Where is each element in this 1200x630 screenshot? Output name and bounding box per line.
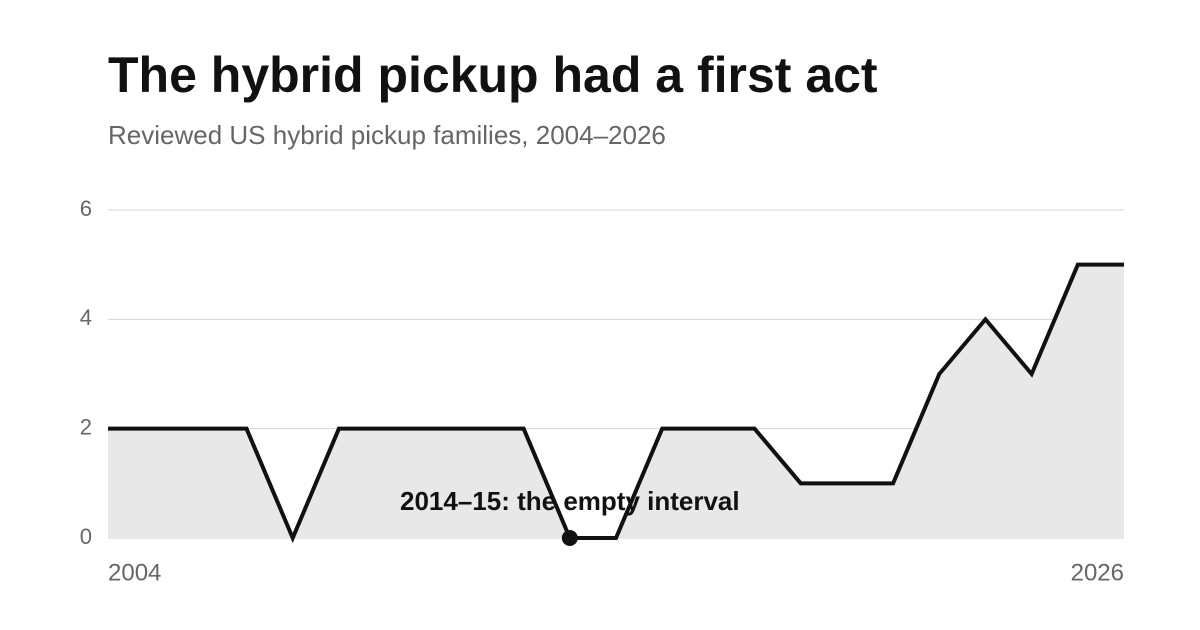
line <box>108 262 1124 544</box>
x-tick-label: 2004 <box>108 559 161 586</box>
y-tick-label: 0 <box>80 524 92 549</box>
y-tick-label: 4 <box>80 305 92 330</box>
annotation-label: 2014–15: the empty interval <box>400 486 740 516</box>
area <box>108 264 1124 538</box>
chart-subtitle: Reviewed US hybrid pickup families, 2004… <box>108 120 666 150</box>
chart-title: The hybrid pickup had a first act <box>108 47 878 103</box>
y-tick-label: 6 <box>80 196 92 221</box>
y-tick-label: 2 <box>80 414 92 439</box>
annotation-dot <box>561 530 578 546</box>
x-tick-label: 2026 <box>1071 559 1124 586</box>
